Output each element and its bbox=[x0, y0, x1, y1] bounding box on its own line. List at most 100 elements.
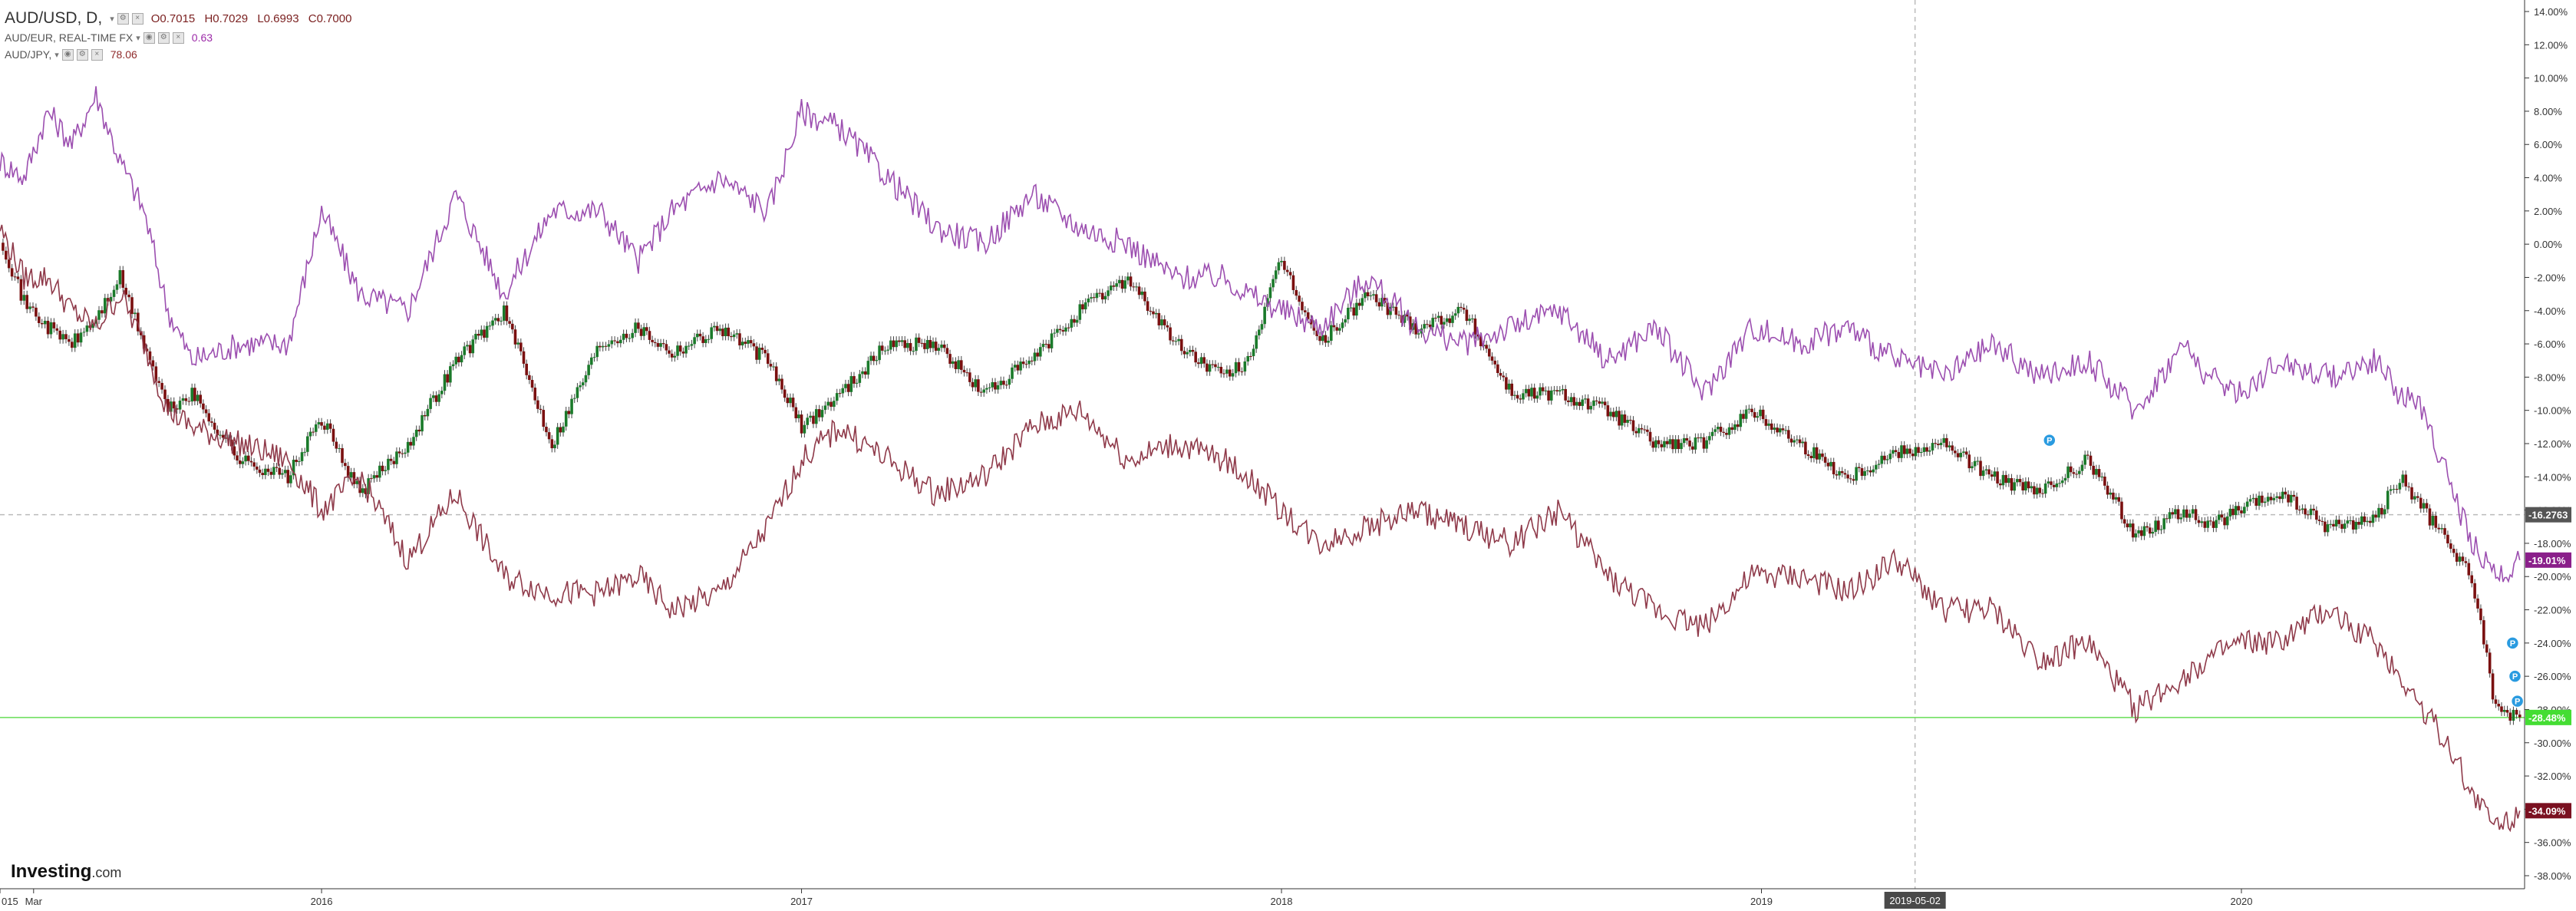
visibility-icon[interactable]: ◉ bbox=[143, 31, 155, 44]
chevron-down-icon[interactable]: ▾ bbox=[110, 14, 114, 24]
settings-icon[interactable]: ⚙ bbox=[117, 12, 129, 25]
candle-body bbox=[1013, 365, 1017, 368]
candle-body bbox=[2398, 483, 2402, 490]
candle-body bbox=[883, 350, 887, 352]
candle-body bbox=[2281, 491, 2284, 500]
main-symbol-label[interactable]: AUD/USD, D, bbox=[5, 9, 103, 27]
candle-body bbox=[1448, 318, 1452, 323]
price-label: -19.01% bbox=[2525, 552, 2571, 568]
candle-body bbox=[656, 343, 660, 347]
candle-body bbox=[151, 360, 155, 367]
candle-body bbox=[1948, 445, 1951, 447]
candle-body bbox=[1840, 470, 1844, 474]
candle-body bbox=[1485, 345, 1488, 349]
candle-body bbox=[584, 375, 588, 383]
candle-body bbox=[604, 345, 608, 347]
candle-body bbox=[1507, 383, 1511, 390]
candle-body bbox=[684, 345, 688, 354]
x-tick-label: 015 bbox=[2, 896, 18, 907]
candle-body bbox=[300, 452, 304, 461]
candle-body bbox=[925, 340, 929, 349]
candle-body bbox=[2292, 494, 2296, 497]
candle-body bbox=[786, 398, 790, 404]
candle-body bbox=[1502, 375, 1506, 378]
candle-body bbox=[22, 295, 26, 301]
candle-body bbox=[622, 333, 625, 340]
series3-symbol-label[interactable]: AUD/JPY, bbox=[5, 48, 52, 61]
candle-body bbox=[1100, 292, 1104, 300]
investing-logo: Investing.com bbox=[11, 861, 121, 883]
candle-body bbox=[1321, 335, 1324, 342]
candle-body bbox=[830, 401, 833, 408]
candle-body bbox=[73, 333, 77, 348]
candle-body bbox=[1516, 394, 1519, 399]
candle-body bbox=[567, 411, 571, 414]
candle-body bbox=[789, 398, 792, 404]
candle-body bbox=[1355, 302, 1358, 316]
candle-body bbox=[2154, 520, 2157, 533]
candle-body bbox=[1575, 401, 1578, 406]
candle-body bbox=[1380, 298, 1384, 307]
candle-body bbox=[210, 421, 213, 423]
legend-series3-row[interactable]: AUD/JPY, ▾ ◉ ⚙ × 78.06 bbox=[5, 46, 358, 63]
close-icon[interactable]: × bbox=[172, 31, 184, 44]
candle-body bbox=[809, 415, 812, 418]
candle-body bbox=[1615, 411, 1618, 418]
candle-body bbox=[1705, 440, 1708, 449]
candle-body bbox=[2106, 485, 2109, 495]
series2-symbol-label[interactable]: AUD/EUR, REAL-TIME FX bbox=[5, 31, 134, 44]
candle-body bbox=[1163, 319, 1166, 325]
candle-body bbox=[1061, 330, 1065, 332]
candle-body bbox=[246, 455, 250, 461]
candle-body bbox=[1872, 469, 1875, 473]
candle-body bbox=[1730, 427, 1734, 430]
candle-body bbox=[755, 346, 758, 360]
candle-body bbox=[766, 353, 770, 365]
candle-body bbox=[281, 473, 284, 475]
visibility-icon[interactable]: ◉ bbox=[61, 48, 74, 61]
candle-body bbox=[13, 276, 17, 278]
chevron-down-icon[interactable]: ▾ bbox=[136, 33, 140, 43]
candle-body bbox=[959, 360, 963, 370]
candle-body bbox=[639, 328, 643, 336]
candle-body bbox=[1115, 283, 1118, 287]
price-label-text: -34.09% bbox=[2528, 805, 2566, 817]
candle-body bbox=[1857, 467, 1861, 468]
candle-body bbox=[421, 414, 424, 432]
candle-body bbox=[1146, 301, 1149, 312]
candle-body bbox=[2261, 495, 2264, 503]
candle-body bbox=[286, 470, 290, 484]
candle-body bbox=[1710, 431, 1714, 437]
close-icon[interactable]: × bbox=[131, 12, 143, 25]
candle-body bbox=[1699, 437, 1703, 439]
candle-body bbox=[625, 333, 628, 338]
candle-body bbox=[1246, 356, 1250, 361]
candle-body bbox=[1011, 367, 1014, 379]
candle-body bbox=[2016, 479, 2019, 483]
candle-body bbox=[1039, 347, 1042, 357]
crosshair-date-text: 2019-05-02 bbox=[1889, 895, 1941, 906]
candle-body bbox=[298, 460, 301, 462]
legend-main-row[interactable]: AUD/USD, D, ▾ ⚙ × O0.7015 H0.7029 L0.699… bbox=[5, 8, 358, 29]
candle-body bbox=[1888, 454, 1892, 460]
legend-series2-row[interactable]: AUD/EUR, REAL-TIME FX ▾ ◉ ⚙ × 0.63 bbox=[5, 29, 358, 46]
candle-body bbox=[160, 382, 163, 390]
candle-body bbox=[397, 451, 401, 454]
candle-body bbox=[1860, 467, 1864, 477]
candle-body bbox=[1129, 276, 1133, 287]
candle-body bbox=[2, 243, 5, 251]
candle-body bbox=[932, 342, 935, 348]
logo-text: Investing bbox=[11, 861, 92, 882]
candle-body bbox=[676, 345, 679, 356]
settings-icon[interactable]: ⚙ bbox=[76, 48, 88, 61]
candle-body bbox=[1157, 312, 1161, 325]
close-icon[interactable]: × bbox=[91, 48, 103, 61]
settings-icon[interactable]: ⚙ bbox=[157, 31, 170, 44]
candle-body bbox=[1719, 427, 1723, 432]
candle-body bbox=[616, 341, 619, 344]
candle-body bbox=[1648, 431, 1652, 442]
chevron-down-icon[interactable]: ▾ bbox=[54, 50, 59, 60]
candle-body bbox=[962, 369, 966, 373]
candle-body bbox=[1770, 423, 1773, 430]
